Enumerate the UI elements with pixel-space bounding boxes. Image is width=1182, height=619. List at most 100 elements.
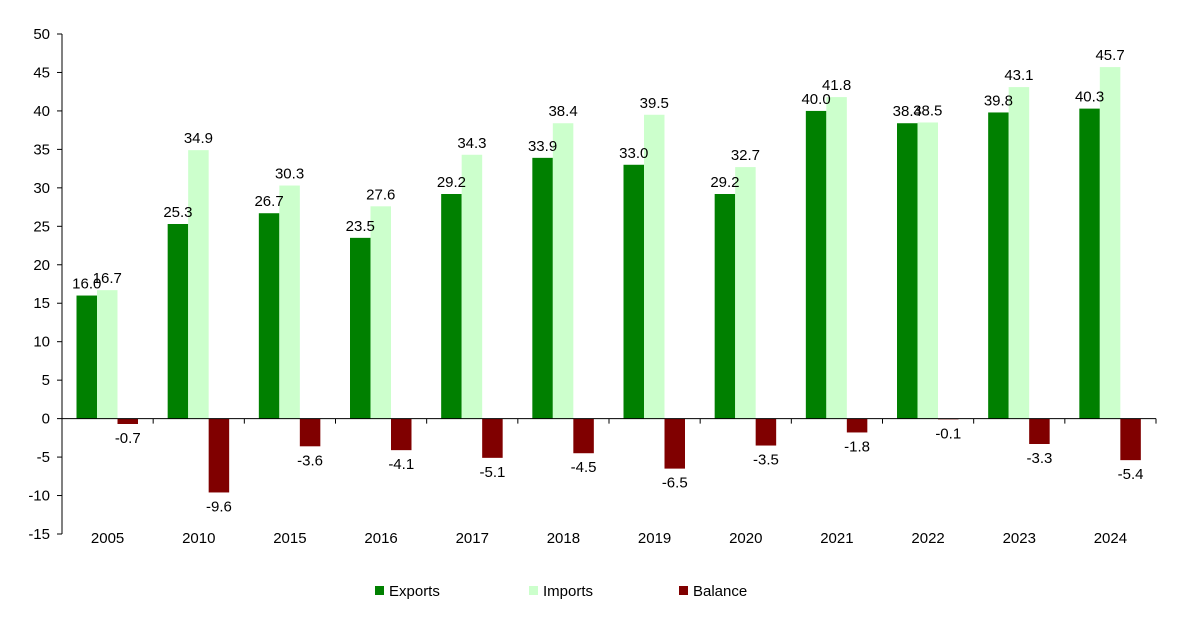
data-label-imports: 16.7	[93, 270, 122, 287]
y-tick-label: 20	[33, 257, 50, 274]
bar-balance	[299, 418, 321, 447]
y-tick-label: -10	[28, 488, 50, 505]
data-label-imports: 39.5	[640, 95, 669, 112]
data-label-imports: 27.6	[366, 186, 395, 203]
y-tick-label: 50	[33, 26, 50, 43]
bar-imports	[370, 206, 391, 419]
data-label-balance: -4.5	[571, 459, 597, 476]
legend-item-imports: Imports	[529, 583, 593, 600]
bar-marks	[76, 67, 1141, 493]
bar-balance	[664, 418, 685, 469]
x-tick-label: 2017	[456, 530, 489, 547]
data-label-exports: 26.7	[254, 193, 283, 210]
y-tick-label: 15	[33, 295, 50, 312]
x-tick-label: 2024	[1094, 530, 1127, 547]
bar-imports	[188, 150, 209, 419]
data-label-balance: -6.5	[662, 475, 688, 492]
x-tick-label: 2015	[273, 530, 306, 547]
data-label-exports: 33.9	[528, 138, 557, 155]
data-label-imports: 34.3	[457, 135, 486, 152]
x-tick-label: 2022	[911, 530, 944, 547]
data-label-imports: 45.7	[1095, 47, 1124, 64]
data-label-imports: 41.8	[822, 77, 851, 94]
y-tick-label: -5	[37, 449, 50, 466]
data-label-exports: 29.2	[437, 174, 466, 191]
bar-exports	[805, 110, 827, 419]
bar-exports	[714, 194, 736, 419]
data-label-imports: 34.9	[184, 130, 213, 147]
legend-swatch	[375, 586, 384, 595]
data-label-exports: 16.0	[72, 276, 101, 293]
data-label-imports: 38.4	[548, 103, 577, 120]
bar-imports	[97, 290, 118, 419]
bar-balance	[1120, 418, 1141, 461]
bar-exports	[532, 157, 553, 419]
bar-exports	[623, 164, 644, 419]
bar-balance	[391, 418, 412, 451]
bar-exports	[1079, 108, 1100, 419]
bar-imports	[1008, 87, 1030, 419]
bar-balance	[117, 418, 138, 424]
x-tick-label: 2020	[729, 530, 762, 547]
y-tick-label: 0	[42, 411, 50, 428]
bar-imports	[1099, 67, 1121, 419]
y-tick-label: -15	[28, 526, 50, 543]
bar-balance	[573, 418, 594, 454]
bar-imports	[644, 114, 665, 419]
data-label-exports: 23.5	[346, 218, 375, 235]
bar-exports	[988, 112, 1009, 419]
y-tick-label: 40	[33, 103, 50, 120]
data-label-balance: -3.6	[297, 452, 323, 469]
legend-item-balance: Balance	[679, 583, 747, 600]
x-axis: 2005 2010 2015 2016 2017 2018 2019 2020 2021 2022…	[61, 418, 1157, 547]
bar-balance	[846, 418, 868, 433]
data-label-exports: 25.3	[163, 204, 192, 221]
data-label-exports: 39.8	[984, 92, 1013, 109]
data-label-balance: -9.6	[206, 498, 232, 515]
bar-exports	[350, 237, 371, 419]
bar-imports	[826, 97, 847, 419]
data-label-exports: 40.3	[1075, 89, 1104, 106]
data-label-imports: 32.7	[731, 147, 760, 164]
data-label-exports: 40.0	[801, 91, 830, 108]
x-tick-label: 2021	[820, 530, 853, 547]
bar-exports	[76, 295, 97, 419]
x-tick-label: 2023	[1003, 530, 1036, 547]
bar-exports	[897, 123, 918, 419]
legend: Exports Imports Balance	[375, 583, 747, 600]
bar-exports	[441, 194, 462, 419]
data-label-exports: 29.2	[710, 174, 739, 191]
data-label-balance: -0.7	[115, 430, 141, 447]
data-label-balance: -1.8	[844, 438, 870, 455]
data-label-imports: 43.1	[1004, 67, 1033, 84]
y-tick-label: 35	[33, 141, 50, 158]
data-label-balance: -0.1	[935, 425, 961, 442]
data-label-exports: 38.4	[893, 103, 922, 120]
bar-imports	[461, 154, 483, 419]
bar-exports	[258, 213, 280, 419]
data-label-balance: -4.1	[388, 456, 414, 473]
legend-swatch	[529, 586, 538, 595]
bar-exports	[167, 224, 189, 419]
y-tick-label: 30	[33, 180, 50, 197]
y-tick-label: 25	[33, 218, 50, 235]
data-label-imports: 38.5	[913, 102, 942, 119]
x-tick-label: 2005	[91, 530, 124, 547]
x-tick-label: 2019	[638, 530, 671, 547]
data-label-imports: 30.3	[275, 166, 304, 183]
legend-label: Exports	[389, 583, 440, 600]
x-tick-label: 2010	[182, 530, 215, 547]
data-label-balance: -3.3	[1026, 450, 1052, 467]
data-labels: 16.0 25.3 26.7 23.5 29.2 33.9 33.0 29.2 40.0 38.4…	[72, 47, 1143, 515]
y-tick-label: 10	[33, 334, 50, 351]
data-label-exports: 33.0	[619, 145, 648, 162]
bar-balance	[755, 418, 777, 446]
legend-item-exports: Exports	[375, 583, 440, 600]
legend-label: Balance	[693, 583, 747, 600]
y-tick-label: 5	[42, 372, 50, 389]
bar-imports	[735, 167, 756, 419]
bar-imports	[552, 123, 574, 419]
bar-balance	[208, 418, 230, 493]
